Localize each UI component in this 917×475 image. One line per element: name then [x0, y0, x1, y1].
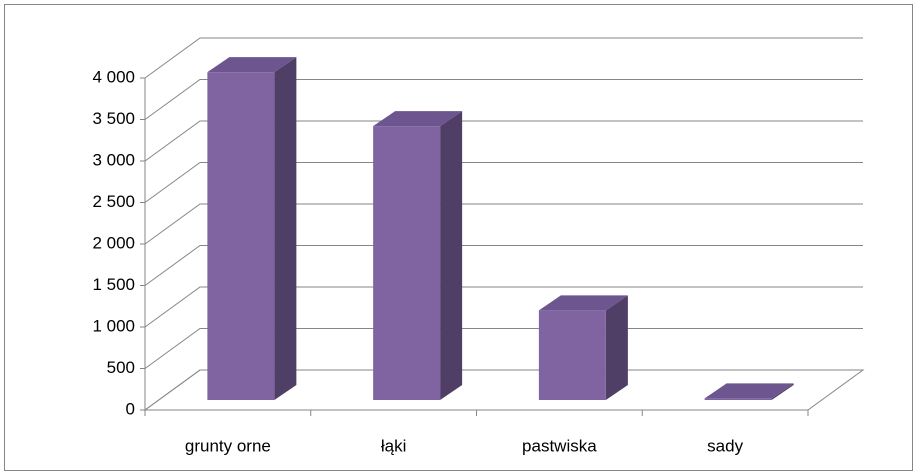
x-tick-label: łąki: [381, 436, 407, 455]
y-tick-label: 1 000: [92, 316, 135, 335]
y-tick-label: 0: [126, 399, 135, 418]
grid-line: [144, 286, 863, 328]
grid-line: [144, 245, 863, 286]
y-tick-label: 3 000: [92, 150, 135, 169]
grid-line: [144, 37, 863, 79]
bar-top: [373, 111, 463, 127]
bar-side: [605, 295, 628, 400]
bar: [373, 111, 463, 400]
y-tick-label: 2 500: [92, 192, 135, 211]
bar-front: [704, 398, 772, 400]
bar-side: [440, 111, 463, 400]
y-tick-label: 1 500: [92, 275, 135, 294]
y-tick-label: 4 000: [92, 67, 135, 86]
bar-front: [207, 72, 275, 401]
grid-line: [144, 203, 863, 245]
bar-top: [207, 57, 297, 73]
grid-line: [144, 328, 863, 369]
bar: [704, 383, 794, 400]
y-tick-label: 500: [107, 358, 135, 377]
bar-side: [274, 57, 297, 401]
x-tick-label: pastwiska: [522, 436, 597, 455]
bar-top: [538, 295, 628, 311]
x-tick-label: sady: [707, 436, 743, 455]
grid-line: [144, 120, 863, 162]
x-tick-label: grunty orne: [185, 436, 271, 455]
bar: [538, 295, 628, 400]
y-tick-label: 3 500: [92, 109, 135, 128]
grid-line: [144, 79, 863, 120]
bar: [207, 57, 297, 401]
grid-line: [144, 162, 863, 203]
bar-front: [373, 126, 441, 400]
bar-top: [704, 383, 794, 399]
grid-line: [144, 369, 863, 411]
bar-side: [771, 383, 794, 400]
bar-front: [538, 310, 606, 400]
y-tick-label: 2 000: [92, 233, 135, 252]
